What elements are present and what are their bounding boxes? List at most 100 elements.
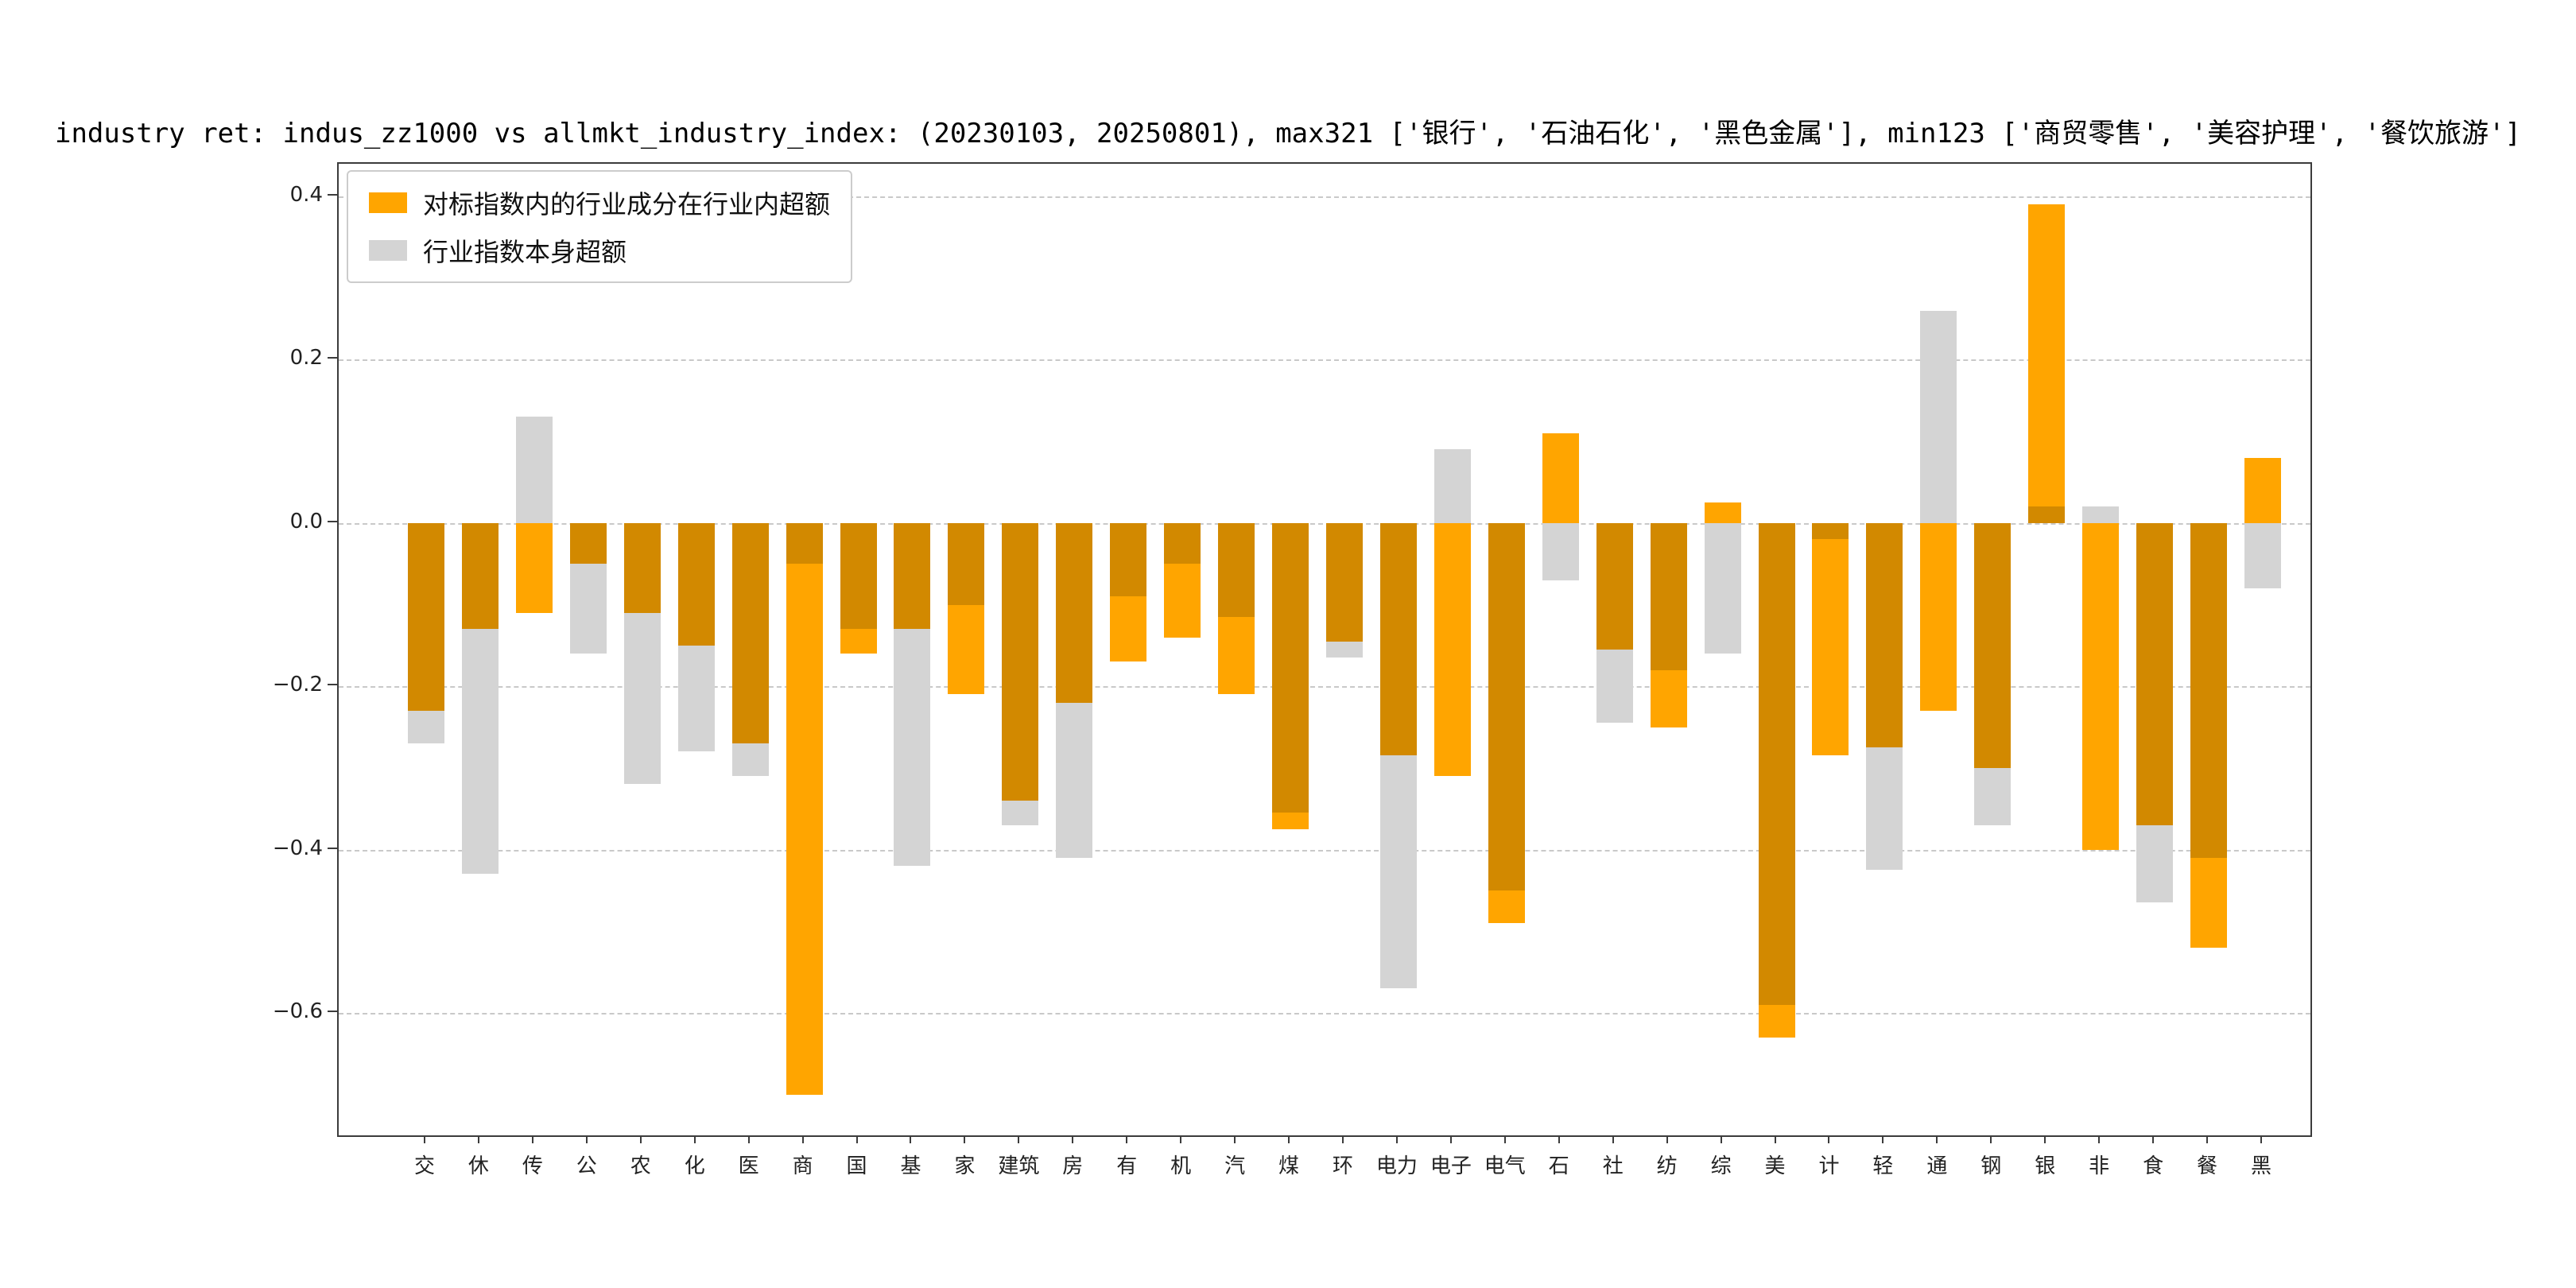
x-tick-label: 汽	[1224, 1154, 1246, 1178]
x-tick-label: 基	[900, 1154, 921, 1178]
bar-overlap	[1218, 522, 1255, 617]
x-tick-mark	[477, 1135, 479, 1143]
x-tick-label: 食	[2143, 1154, 2164, 1178]
gridline	[339, 522, 2310, 525]
y-tick-mark	[328, 520, 337, 522]
x-tick-label: 轻	[1872, 1154, 1894, 1178]
bar-orange	[1164, 564, 1201, 638]
gridline	[339, 686, 2310, 689]
bar-orange	[1704, 502, 1741, 523]
bar-gray	[461, 629, 499, 875]
x-tick-mark	[531, 1135, 533, 1143]
legend-swatch-gray	[369, 240, 407, 261]
bar-overlap	[461, 522, 499, 630]
bar-orange	[1650, 669, 1687, 727]
bar-overlap	[623, 522, 661, 613]
legend-label-gray: 行业指数本身超额	[423, 237, 627, 267]
bar-gray	[1326, 641, 1363, 658]
y-tick-label: −0.6	[272, 999, 323, 1023]
x-tick-label: 综	[1710, 1154, 1732, 1178]
x-tick-mark	[1720, 1135, 1722, 1143]
bar-gray	[1433, 449, 1471, 523]
bar-overlap	[1164, 522, 1201, 564]
bar-orange	[2244, 457, 2281, 523]
x-tick-mark	[1018, 1135, 1020, 1143]
bar-overlap	[948, 522, 985, 605]
x-tick-label: 农	[630, 1154, 651, 1178]
bar-gray	[569, 564, 607, 654]
x-tick-label: 化	[684, 1154, 705, 1178]
x-tick-label: 煤	[1278, 1154, 1300, 1178]
x-tick-mark	[424, 1135, 425, 1143]
x-tick-mark	[1503, 1135, 1506, 1143]
x-tick-mark	[2206, 1135, 2209, 1143]
bar-orange	[1812, 539, 1849, 756]
bar-overlap	[1002, 522, 1039, 801]
bar-overlap	[569, 522, 607, 564]
bar-orange	[2028, 204, 2066, 507]
y-tick-label: −0.2	[272, 673, 323, 697]
x-tick-label: 通	[1926, 1154, 1948, 1178]
bar-orange	[1272, 813, 1309, 829]
bar-overlap	[1866, 522, 1903, 748]
x-tick-label: 电力	[1375, 1154, 1418, 1178]
x-tick-label: 银	[2035, 1154, 2056, 1178]
x-tick-label: 机	[1170, 1154, 1192, 1178]
x-tick-mark	[1558, 1135, 1560, 1143]
x-tick-label: 电子	[1430, 1154, 1472, 1178]
x-tick-label: 公	[576, 1154, 597, 1178]
x-tick-mark	[1936, 1135, 1938, 1143]
bar-gray	[731, 743, 769, 777]
x-tick-label: 建筑	[998, 1154, 1040, 1178]
y-tick-label: 0.0	[289, 509, 323, 533]
bar-orange	[1110, 596, 1147, 662]
bar-gray	[1542, 522, 1579, 580]
bar-gray	[1056, 702, 1093, 858]
plot-area: 对标指数内的行业成分在行业内超额 行业指数本身超额	[337, 162, 2312, 1137]
y-tick-label: 0.2	[289, 346, 323, 370]
x-tick-mark	[1126, 1135, 1128, 1143]
x-tick-label: 房	[1062, 1154, 1084, 1178]
x-tick-mark	[2098, 1135, 2101, 1143]
bar-gray	[2082, 506, 2120, 523]
x-tick-label: 石	[1548, 1154, 1569, 1178]
x-tick-mark	[1612, 1135, 1614, 1143]
x-tick-label: 有	[1116, 1154, 1138, 1178]
x-tick-label: 计	[1818, 1154, 1840, 1178]
x-tick-mark	[1828, 1135, 1830, 1143]
bar-orange	[2082, 522, 2120, 850]
bar-orange	[1542, 433, 1579, 523]
bar-gray	[1704, 522, 1741, 654]
y-tick-label: −0.4	[272, 836, 323, 860]
bar-overlap	[2190, 522, 2228, 858]
bar-overlap	[786, 522, 823, 564]
bar-overlap	[840, 522, 877, 630]
bar-gray	[1866, 747, 1903, 871]
bar-gray	[1974, 767, 2012, 825]
x-tick-label: 社	[1602, 1154, 1624, 1178]
legend-label-orange: 对标指数内的行业成分在行业内超额	[423, 189, 831, 219]
bar-overlap	[1488, 522, 1525, 890]
legend-swatch-orange	[369, 192, 407, 213]
gridline	[339, 359, 2310, 362]
x-tick-label: 休	[467, 1154, 489, 1178]
bar-orange	[840, 629, 877, 654]
bar-gray	[2244, 522, 2281, 588]
bar-gray	[2136, 824, 2174, 903]
legend: 对标指数内的行业成分在行业内超额 行业指数本身超额	[347, 170, 853, 283]
y-tick-mark	[328, 194, 337, 196]
gridline	[339, 1012, 2310, 1014]
y-tick-mark	[328, 1010, 337, 1012]
legend-row-gray: 行业指数本身超额	[369, 232, 830, 269]
x-tick-mark	[2152, 1135, 2155, 1143]
x-tick-label: 国	[846, 1154, 867, 1178]
bar-overlap	[2136, 522, 2174, 825]
x-tick-mark	[1234, 1135, 1236, 1143]
x-tick-mark	[693, 1135, 696, 1143]
x-tick-label: 非	[2089, 1154, 2110, 1178]
bar-orange	[515, 522, 553, 613]
x-tick-label: 环	[1332, 1154, 1354, 1178]
x-tick-mark	[1666, 1135, 1668, 1143]
bar-orange	[2190, 857, 2228, 948]
